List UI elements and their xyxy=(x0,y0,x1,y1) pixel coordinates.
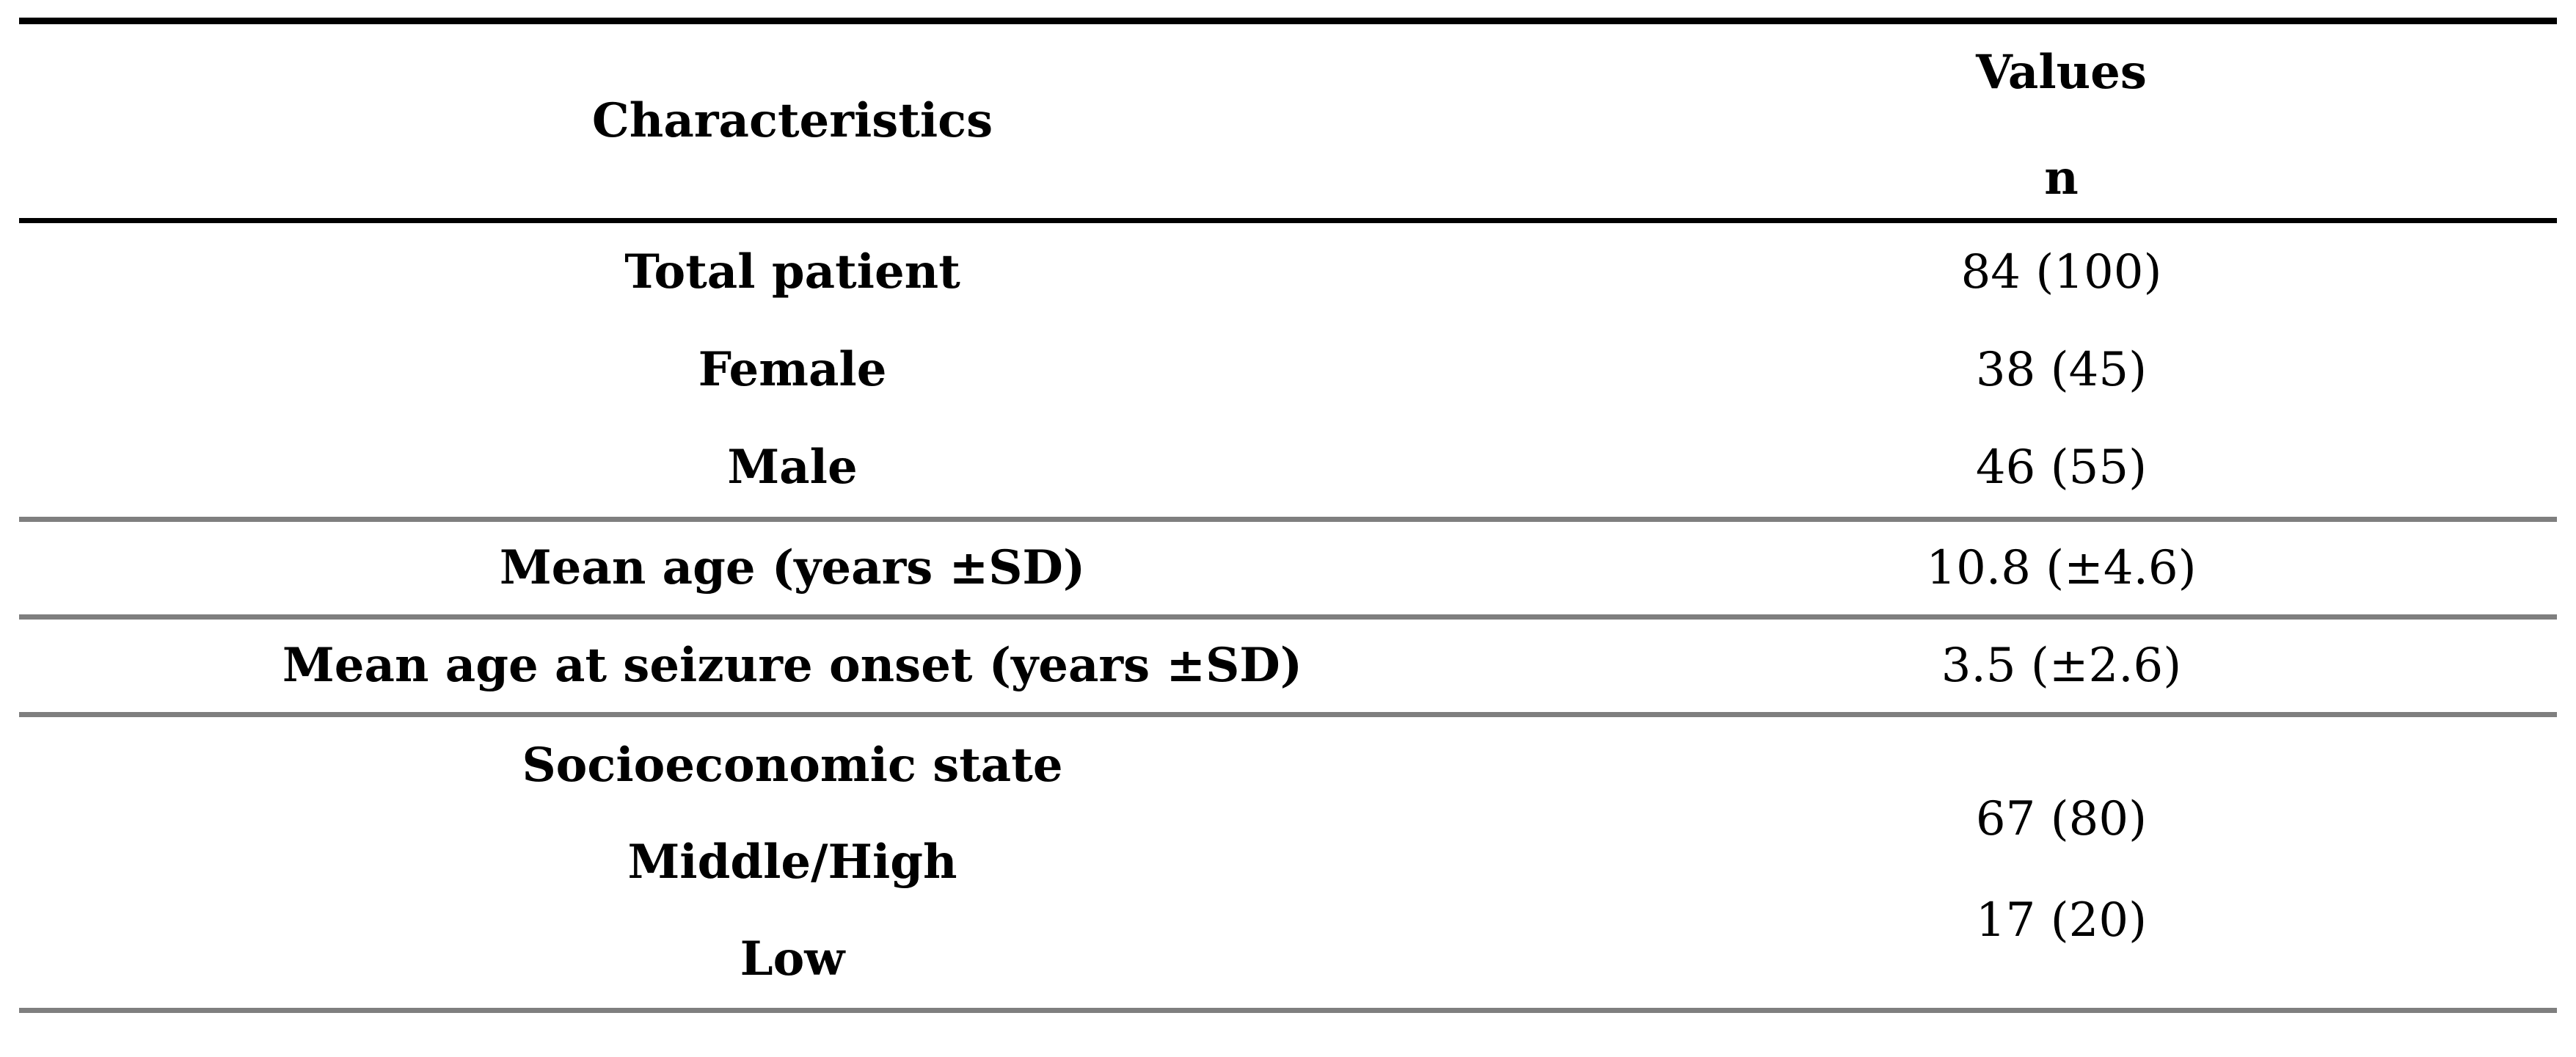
row-label: Mean age (years ±SD) xyxy=(499,540,1086,595)
header-cell-characteristics: Characteristics xyxy=(19,24,1566,218)
characteristics-column-header: Characteristics xyxy=(591,93,993,148)
middle-high-value: 67 (80) xyxy=(1975,791,2148,846)
row-value: 84 (100) xyxy=(1960,244,2162,299)
paper-page: Characteristics Values n Total patient 8… xyxy=(0,18,2576,1057)
value-cell: 84 (100) xyxy=(1566,223,2557,321)
middle-high-label: Middle/High xyxy=(627,835,957,890)
row-value: 10.8 (±4.6) xyxy=(1926,541,2197,595)
value-cell: 46 (55) xyxy=(1566,419,2557,517)
table-header-row: Characteristics Values n xyxy=(19,24,2557,223)
table-row-female: Female 38 (45) xyxy=(19,321,2557,418)
row-value: 38 (45) xyxy=(1975,342,2148,397)
label-cell: Female xyxy=(19,321,1566,418)
low-label: Low xyxy=(740,931,845,987)
row-label: Female xyxy=(698,341,887,397)
demographics-section: Total patient 84 (100) Female 38 (45) Ma… xyxy=(19,223,2557,522)
row-value: 46 (55) xyxy=(1975,440,2148,495)
table-row-seizure-onset: Mean age at seizure onset (years ±SD) 3.… xyxy=(19,620,2557,717)
row-value: 3.5 (±2.6) xyxy=(1941,639,2182,693)
row-label: Mean age at seizure onset (years ±SD) xyxy=(282,638,1303,693)
table-row-mean-age: Mean age (years ±SD) 10.8 (±4.6) xyxy=(19,522,2557,620)
label-cell: Male xyxy=(19,419,1566,517)
header-cell-values: Values n xyxy=(1566,24,2557,218)
patient-characteristics-table: Characteristics Values n Total patient 8… xyxy=(19,18,2557,1013)
label-cell: Total patient xyxy=(19,223,1566,321)
label-cell: Mean age at seizure onset (years ±SD) xyxy=(19,620,1566,712)
socioeconomic-values-cell: 67 (80) 17 (20) xyxy=(1566,717,2557,1008)
label-cell: Mean age (years ±SD) xyxy=(19,522,1566,614)
socioeconomic-state-label: Socioeconomic state xyxy=(522,738,1063,793)
socioeconomic-labels-cell: Socioeconomic state Middle/High Low xyxy=(19,717,1566,1008)
value-cell: 38 (45) xyxy=(1566,321,2557,418)
row-label: Male xyxy=(727,440,858,495)
n-column-subheader: n xyxy=(2044,150,2079,206)
socioeconomic-section: Socioeconomic state Middle/High Low 67 (… xyxy=(19,717,2557,1013)
value-cell: 10.8 (±4.6) xyxy=(1566,522,2557,614)
values-column-header: Values xyxy=(1976,45,2147,100)
row-label: Total patient xyxy=(624,244,960,299)
table-row-total-patient: Total patient 84 (100) xyxy=(19,223,2557,321)
value-cell: 3.5 (±2.6) xyxy=(1566,620,2557,712)
table-row-male: Male 46 (55) xyxy=(19,419,2557,517)
low-value: 17 (20) xyxy=(1975,893,2148,948)
